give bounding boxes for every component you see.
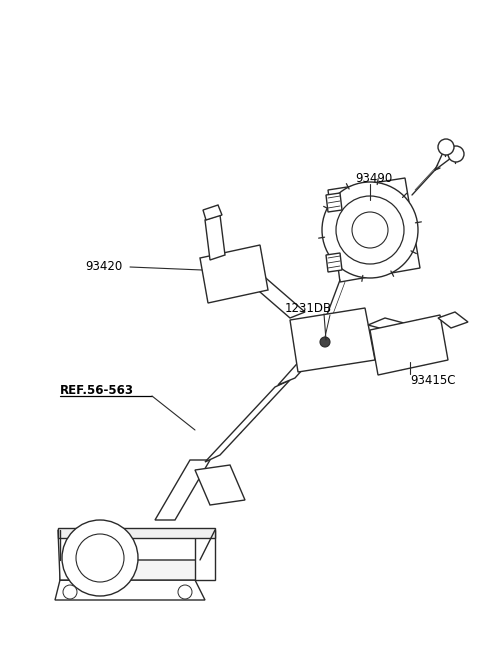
Polygon shape: [328, 178, 420, 282]
Text: REF.56-563: REF.56-563: [60, 383, 134, 396]
Circle shape: [320, 337, 330, 347]
Polygon shape: [278, 350, 320, 385]
Circle shape: [336, 196, 404, 264]
Polygon shape: [203, 205, 222, 220]
Polygon shape: [230, 260, 305, 318]
Polygon shape: [195, 465, 245, 505]
Polygon shape: [55, 580, 205, 600]
Circle shape: [438, 139, 454, 155]
Circle shape: [63, 585, 77, 599]
Circle shape: [448, 146, 464, 162]
Polygon shape: [370, 315, 448, 375]
Polygon shape: [205, 380, 290, 462]
Circle shape: [352, 212, 388, 248]
Polygon shape: [155, 460, 210, 520]
Polygon shape: [195, 530, 215, 580]
Polygon shape: [368, 318, 430, 337]
Circle shape: [322, 182, 418, 278]
Polygon shape: [326, 193, 342, 212]
Polygon shape: [60, 560, 205, 580]
Text: 1231DB: 1231DB: [285, 301, 332, 314]
Circle shape: [76, 534, 124, 582]
Text: 93420: 93420: [85, 261, 122, 274]
Circle shape: [178, 585, 192, 599]
Text: 93490: 93490: [355, 172, 392, 185]
Circle shape: [62, 520, 138, 596]
Polygon shape: [58, 530, 82, 580]
Polygon shape: [290, 308, 375, 372]
Polygon shape: [438, 312, 468, 328]
Text: 93415C: 93415C: [410, 373, 456, 386]
Polygon shape: [205, 215, 225, 260]
Polygon shape: [326, 253, 342, 272]
Polygon shape: [200, 245, 268, 303]
Polygon shape: [58, 528, 215, 538]
